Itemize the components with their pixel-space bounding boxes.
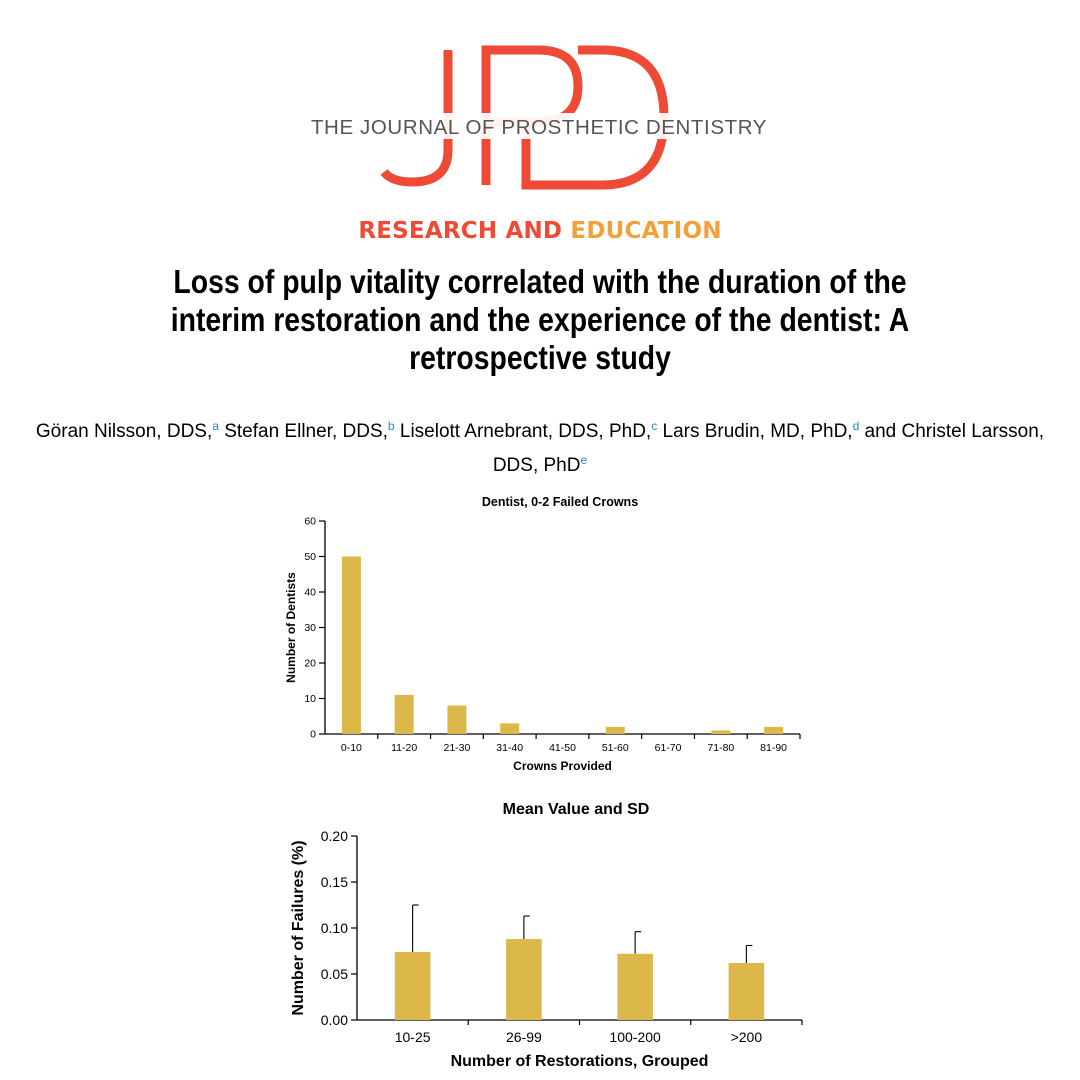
y-tick-label: 40 xyxy=(304,587,316,599)
x-tick-label: 21-30 xyxy=(444,742,471,754)
chart-title: Mean Value and SD xyxy=(503,801,650,818)
author-name: and Christel Larsson, DDS, PhD xyxy=(492,421,1045,476)
bar xyxy=(447,705,467,734)
author-affiliation-mark: c xyxy=(651,419,658,433)
y-tick-label: 30 xyxy=(304,622,316,634)
x-tick-label: 81-90 xyxy=(760,742,787,754)
chart-crowns-provided: Dentist, 0-2 Failed Crowns 0 10 20 30 40 50 60 0… xyxy=(270,490,810,780)
y-axis-title: Number of Dentists xyxy=(284,572,298,683)
x-axis-title: Crowns Provided xyxy=(513,759,612,773)
y-tick-label: 60 xyxy=(304,516,316,528)
author-affiliation-mark: b xyxy=(387,419,395,433)
x-tick-label: 51-60 xyxy=(602,742,629,754)
x-tick-label: 26-99 xyxy=(506,1029,542,1045)
x-tick-label: 71-80 xyxy=(707,742,734,754)
y-tick-label: 0.05 xyxy=(321,966,348,982)
bar xyxy=(711,730,731,734)
x-tick-label: 0-10 xyxy=(341,742,362,754)
chart-mean-failures: Mean Value and SD 0.00 0.05 0.10 0.15 0.20 10-… xyxy=(270,795,810,1080)
y-tick-label: 0.10 xyxy=(321,920,348,936)
x-tick-label: 100-200 xyxy=(609,1029,661,1045)
article-title: Loss of pulp vitality correlated with th… xyxy=(170,263,910,376)
bar xyxy=(617,953,653,1020)
bar xyxy=(500,723,520,734)
author-list: Göran Nilsson, DDS,a Stefan Ellner, DDS,… xyxy=(20,412,1060,480)
x-tick-label: 41-50 xyxy=(549,742,576,754)
bar xyxy=(341,556,361,734)
bar xyxy=(764,726,784,734)
y-axis-title: Number of Failures (%) xyxy=(290,840,307,1015)
y-tick-label: 0.20 xyxy=(321,828,348,844)
bar xyxy=(728,962,765,1020)
journal-name: THE JOURNAL OF PROSTHETIC DENTISTRY xyxy=(311,116,767,139)
y-tick-label: 20 xyxy=(304,658,316,670)
y-tick-label: 0.15 xyxy=(321,874,348,890)
x-tick-label: 61-70 xyxy=(655,742,682,754)
bar xyxy=(394,951,431,1020)
chart-title: Dentist, 0-2 Failed Crowns xyxy=(482,495,638,509)
bar xyxy=(506,939,542,1020)
author-affiliation-mark: a xyxy=(212,419,219,433)
x-tick-label: 31-40 xyxy=(496,742,523,754)
author-name: Stefan Ellner, DDS, xyxy=(218,421,388,442)
section-label: RESEARCH AND EDUCATION xyxy=(0,218,1080,244)
y-tick-label: 0 xyxy=(310,729,316,741)
x-tick-label: 10-25 xyxy=(395,1029,431,1045)
x-axis-title: Number of Restorations, Grouped xyxy=(451,1053,709,1070)
bar xyxy=(394,694,414,734)
y-tick-label: 50 xyxy=(304,551,316,563)
chart-svg: Dentist, 0-2 Failed Crowns 0 10 20 30 40 50 60 0… xyxy=(284,495,801,773)
bar xyxy=(605,726,625,734)
author-name: Göran Nilsson, DDS, xyxy=(35,421,213,442)
y-tick-label: 10 xyxy=(304,693,316,705)
author-name: Lars Brudin, MD, PhD, xyxy=(657,421,853,442)
journal-logo: THE JOURNAL OF PROSTHETIC DENTISTRY xyxy=(300,40,780,200)
x-tick-label: 11-20 xyxy=(391,742,417,754)
author-name: Liselott Arnebrant, DDS, PhD, xyxy=(394,421,652,442)
y-tick-label: 0.00 xyxy=(321,1012,348,1028)
x-tick-label: >200 xyxy=(731,1029,763,1045)
section-label-part1: RESEARCH AND xyxy=(358,218,571,244)
author-affiliation-mark: e xyxy=(580,453,588,467)
author-affiliation-mark: d xyxy=(852,419,860,433)
section-label-part2: EDUCATION xyxy=(570,218,722,244)
chart-svg: Mean Value and SD 0.00 0.05 0.10 0.15 0.20 10-… xyxy=(290,801,803,1070)
